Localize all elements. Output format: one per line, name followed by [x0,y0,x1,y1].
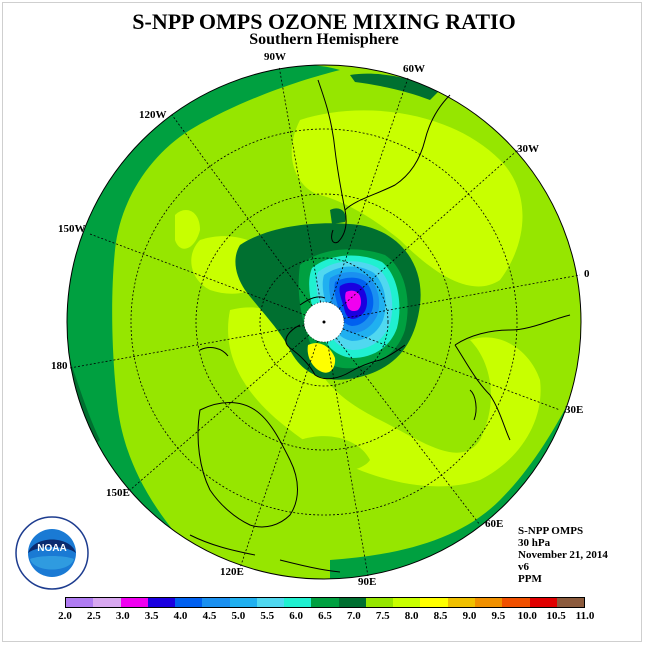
colorbar-tick-label: 7.5 [375,610,390,622]
colorbar-tick-label: 8.5 [433,610,448,622]
coast-indonesia [189,534,341,573]
meridian-60e [323,321,481,526]
colorbar-segment [120,598,148,607]
lon-label-90e: 90E [358,576,377,588]
lon-label-0: 0 [584,268,590,280]
colorbar-tick-label: 3.0 [115,610,130,622]
meridian-120w [171,114,325,323]
info-units: PPM [518,573,542,585]
colorbar-tick-label: 4.5 [202,610,217,622]
noaa-logo-bird [28,539,76,553]
colorbar-tick-label: 6.5 [318,610,332,622]
colorbar-tick-label: 11.0 [575,610,595,622]
colorbar-tick-label: 2.5 [87,610,101,622]
coast-australia [197,402,298,528]
noaa-logo-text: NOAA [37,543,66,554]
info-instrument: S-NPP OMPS [518,525,584,537]
colorbar-tick-label: 5.0 [231,610,246,622]
field-band-30 [345,290,362,312]
colorbar-tick-label: 9.5 [491,610,506,622]
lon-label-120w: 120W [139,109,167,121]
coast-south-america-east [344,94,451,211]
colorbar-segment [338,598,366,607]
latitude-circle-2 [195,193,453,451]
field-dark-green-north [350,73,440,100]
coast-antarctica [285,296,406,380]
colorbar-segment [502,598,530,607]
colorbar-segment [365,598,394,607]
colorbar-segment [256,598,285,607]
field-yellow-patch [307,343,336,373]
latitude-circle-1 [259,257,389,387]
colorbar-segment [474,598,503,607]
colorbar-tick-label: 7.0 [347,610,361,622]
colorbar-tick-label: 4.0 [173,610,188,622]
colorbar-segment [447,598,475,607]
colorbar-segment [529,598,557,607]
map-subtitle: Southern Hemisphere [249,31,399,48]
lon-label-120e: 120E [220,566,244,578]
colorbar-segment [284,598,312,607]
lon-label-60w: 60W [403,63,425,75]
field-yellowgreen-small [175,210,200,249]
lon-label-150w: 150W [58,223,86,235]
colorbar-segment [66,598,94,607]
noaa-logo: NOAA [15,516,89,590]
coast-new-zealand [199,347,229,357]
colorbar-tick-label: 10.5 [546,610,566,622]
colorbar-segment [229,598,257,607]
lon-label-30w: 30W [517,143,539,155]
south-pole-dot [322,320,326,324]
colorbar-tick-label: 10.0 [517,610,537,622]
colorbar-segment [93,598,121,607]
meridian-0 [323,274,581,323]
colorbar-tick-label: 9.0 [462,610,477,622]
meridian-180 [69,321,325,369]
field-dark-green-band [67,65,340,560]
lon-label-90w: 90W [264,51,286,63]
colorbar-tick-label: 5.5 [260,610,275,622]
info-date: November 21, 2014 [518,549,608,561]
meridian-150w [89,233,325,323]
colorbar-segment [420,598,448,607]
colorbar-segment [202,598,230,607]
map-boundary [66,64,582,580]
info-level: 30 hPa [518,537,551,549]
lon-label-30e: 30E [565,404,584,416]
field-green-inset [300,436,370,472]
meridian-60w [323,77,409,323]
meridian-30e [323,321,561,411]
lon-label-60e: 60E [485,518,504,530]
lon-label-180: 180 [51,360,68,372]
colorbar-tick-label: 6.0 [289,610,303,622]
colorbar-segment [393,598,421,607]
coastlines [189,79,571,573]
field-yellowgreen-ne [291,110,523,287]
colorbar-labels: 2.0 2.5 3.0 3.5 4.0 4.5 5.0 5.5 6.0 6.5 7.0 7.5 8.0 8… [0,610,648,624]
image-frame [2,2,642,642]
map-title: S-NPP OMPS OZONE MIXING RATIO [132,9,516,34]
colorbar [65,597,585,608]
meridian-90e [323,321,369,577]
latitude-circle-3 [130,128,518,516]
colorbar-tick-label: 8.0 [404,610,419,622]
info-panel: S-NPP OMPS 30 hPa November 21, 2014 v6 P… [518,525,608,585]
coast-africa [454,314,571,441]
lon-label-150e: 150E [106,487,130,499]
colorbar-tick-label: 2.0 [58,610,72,622]
colorbar-segment [175,598,203,607]
colorbar-segment [556,598,585,607]
colorbar-tick-label: 3.5 [144,610,159,622]
colorbar-segment [311,598,339,607]
noaa-logo-wave [30,556,74,570]
meridian-150e [129,321,325,491]
meridian-120e [239,321,325,569]
field-dark-spot [330,208,346,224]
coast-madagascar [469,389,477,421]
graticule [69,65,581,577]
info-version: v6 [518,561,529,573]
meridian-90w [278,65,325,323]
colorbar-segment [147,598,176,607]
